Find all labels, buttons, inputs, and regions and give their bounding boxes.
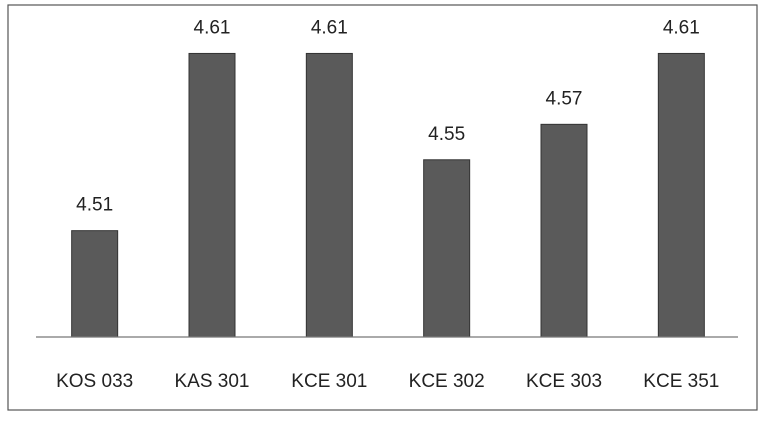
x-tick-label: KCE 351 [643,371,719,392]
x-tick-label: KCE 302 [409,371,485,392]
x-tick-label: KCE 303 [526,371,602,392]
bar [305,52,353,338]
value-label: 4.61 [663,17,700,38]
bar [71,230,119,338]
x-tick-label: KCE 301 [291,371,367,392]
bar [188,52,236,338]
chart-frame [7,4,758,411]
bar [423,159,471,338]
x-tick-label: KOS 033 [56,371,133,392]
value-label: 4.51 [76,195,113,216]
value-label: 4.61 [311,17,348,38]
value-label: 4.55 [428,124,465,145]
x-tick-label: KAS 301 [175,371,250,392]
value-label: 4.61 [194,17,231,38]
bar [540,123,588,338]
bar [657,52,705,338]
value-label: 4.57 [546,88,583,109]
